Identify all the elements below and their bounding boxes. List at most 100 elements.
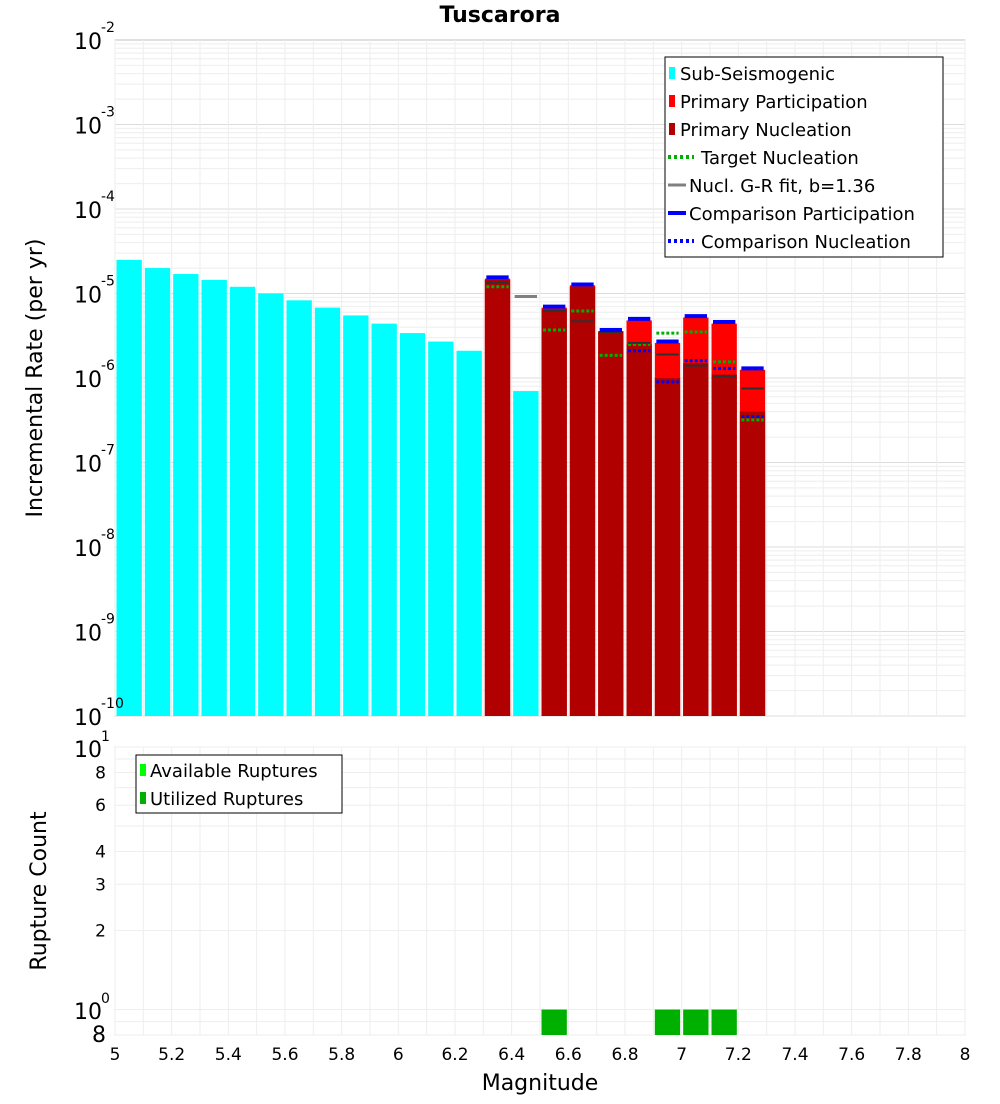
count-y-tick-bottom-base: 10 xyxy=(74,1000,102,1025)
sub-seismogenic-bar xyxy=(513,391,539,716)
rate-y-tick-exponent: -6 xyxy=(101,358,115,374)
sub-seismogenic-bar xyxy=(173,274,199,716)
x-tick-label: 6.6 xyxy=(555,1045,582,1065)
x-tick-label: 5.8 xyxy=(328,1045,355,1065)
x-tick-label: 6.8 xyxy=(611,1045,638,1065)
x-tick-label: 5.2 xyxy=(158,1045,185,1065)
count-plot-bars xyxy=(541,1009,737,1035)
legend-label-target-nucleation: Target Nucleation xyxy=(700,148,859,169)
rate-y-tick-exponent: -9 xyxy=(101,612,115,628)
count-plot: 2 3 4 6 8 5 5.2 5.4 5.6 5.8 6 6.2 6.4 6.6 6.8 7 7.2 7.4 7… xyxy=(27,729,970,1096)
legend-label-gr-fit: Nucl. G-R fit, b=1.36 xyxy=(689,176,875,197)
rate-y-tick-exponent: -4 xyxy=(101,189,115,205)
rate-y-tick-label: 10 xyxy=(74,706,102,731)
primary-nucleation-bar xyxy=(683,363,709,716)
count-y-tick-top-exponent: 1 xyxy=(101,729,110,745)
rate-y-tick-exponent: -2 xyxy=(101,20,115,36)
x-tick-label: 8 xyxy=(960,1045,971,1065)
x-tick-label: 7.2 xyxy=(725,1045,752,1065)
utilized-ruptures-bar xyxy=(654,1009,681,1035)
legend-label-primary-participation: Primary Participation xyxy=(680,92,868,113)
count-y-tick-label: 8 xyxy=(95,763,106,783)
legend-label-comparison-nucleation: Comparison Nucleation xyxy=(701,232,911,253)
sub-seismogenic-bar xyxy=(343,315,369,716)
rate-y-tick-label: 10 xyxy=(74,30,102,55)
rate-y-tick-label: 10 xyxy=(74,115,102,140)
x-tick-label: 6 xyxy=(393,1045,404,1065)
legend-label-comparison-participation: Comparison Participation xyxy=(689,204,915,225)
sub-seismogenic-bar xyxy=(371,323,397,716)
legend-swatch-available-ruptures xyxy=(140,764,146,776)
x-axis-label: Magnitude xyxy=(482,1071,599,1096)
legend-label-primary-nucleation: Primary Nucleation xyxy=(680,120,852,141)
x-tick-label: 7 xyxy=(676,1045,687,1065)
count-plot-x-ticks: 5 5.2 5.4 5.6 5.8 6 6.2 6.4 6.6 6.8 7 7.2 7.4 7.6 7.8 8 xyxy=(110,1045,971,1065)
count-y-tick-bottom-exponent: 0 xyxy=(101,991,110,1007)
legend-label-available-ruptures: Available Ruptures xyxy=(150,761,318,782)
x-tick-label: 7.4 xyxy=(781,1045,808,1065)
sub-seismogenic-bar xyxy=(399,333,426,716)
count-y-tick-label: 3 xyxy=(95,875,106,895)
count-plot-legend: Available Ruptures Utilized Ruptures xyxy=(135,754,343,814)
rate-y-tick-label: 10 xyxy=(74,284,102,309)
count-plot-y-ticks: 2 3 4 6 8 xyxy=(95,763,106,941)
utilized-ruptures-bar xyxy=(711,1009,737,1035)
sub-seismogenic-bar xyxy=(258,293,284,716)
count-legend-box xyxy=(135,754,343,814)
legend-swatch-primary-nucleation xyxy=(669,123,675,135)
legend-label-sub-seismogenic: Sub-Seismogenic xyxy=(680,64,835,85)
rate-y-tick-exponent: -8 xyxy=(101,527,115,543)
count-plot-grid xyxy=(114,746,966,1036)
primary-nucleation-bar xyxy=(484,279,511,716)
rate-plot-markers xyxy=(486,275,764,422)
primary-nucleation-bar xyxy=(541,309,567,716)
sub-seismogenic-bar xyxy=(229,286,256,716)
rate-y-axis-label: Incremental Rate (per yr) xyxy=(23,239,48,518)
x-tick-label: 6.2 xyxy=(441,1045,468,1065)
sub-seismogenic-bar xyxy=(144,268,171,716)
count-y-tick-bottom-eight: 8 xyxy=(92,1023,106,1048)
rate-y-tick-label: 10 xyxy=(74,622,102,647)
rate-plot-legend: Sub-Seismogenic Primary Participation Pr… xyxy=(664,56,944,258)
rate-y-tick-exponent: -10 xyxy=(101,696,124,712)
count-y-tick-label: 2 xyxy=(95,922,106,942)
rate-y-tick-label: 10 xyxy=(74,199,102,224)
rate-y-tick-exponent: -5 xyxy=(101,274,115,290)
x-tick-label: 7.6 xyxy=(838,1045,865,1065)
sub-seismogenic-bar xyxy=(116,259,142,716)
rate-y-tick-label: 10 xyxy=(74,537,102,562)
chart-title: Tuscarora xyxy=(440,3,561,28)
x-tick-label: 6.4 xyxy=(498,1045,525,1065)
legend-label-utilized-ruptures: Utilized Ruptures xyxy=(150,789,303,810)
x-tick-label: 5.4 xyxy=(215,1045,242,1065)
rate-legend-box xyxy=(664,56,944,258)
count-y-axis-label: Rupture Count xyxy=(27,811,52,971)
utilized-ruptures-bar xyxy=(541,1009,567,1035)
rate-y-tick-label: 10 xyxy=(74,453,102,478)
primary-nucleation-bar xyxy=(654,378,681,716)
primary-nucleation-bar xyxy=(711,374,737,716)
sub-seismogenic-bar xyxy=(428,341,454,716)
utilized-ruptures-bar xyxy=(683,1009,709,1035)
sub-seismogenic-bar xyxy=(314,307,341,716)
legend-swatch-primary-participation xyxy=(669,95,675,107)
primary-nucleation-bar xyxy=(569,286,596,716)
count-y-tick-label: 4 xyxy=(95,842,106,862)
rate-y-tick-exponent: -7 xyxy=(101,443,115,459)
count-y-tick-label: 6 xyxy=(95,796,106,816)
x-tick-label: 5.6 xyxy=(271,1045,298,1065)
x-tick-label: 5 xyxy=(110,1045,121,1065)
primary-nucleation-bar xyxy=(626,344,652,716)
legend-swatch-sub-seismogenic xyxy=(669,67,675,79)
legend-swatch-utilized-ruptures xyxy=(140,792,146,804)
sub-seismogenic-bar xyxy=(201,279,227,716)
x-tick-label: 7.8 xyxy=(895,1045,922,1065)
rate-y-tick-exponent: -3 xyxy=(101,105,115,121)
primary-nucleation-bar xyxy=(598,332,624,716)
count-y-tick-top-base: 10 xyxy=(74,738,102,763)
rate-plot-bars xyxy=(116,259,766,716)
